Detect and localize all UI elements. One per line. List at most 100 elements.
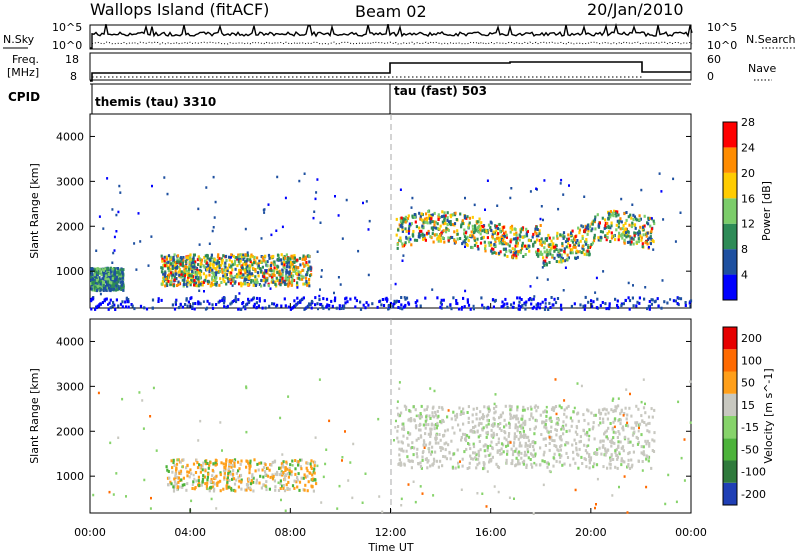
echo-cell xyxy=(429,235,432,239)
echo-cell xyxy=(666,301,669,305)
echo-cell xyxy=(303,307,306,311)
echo-cell xyxy=(615,214,618,218)
echo-cell xyxy=(109,278,112,281)
echo-cell xyxy=(256,271,260,275)
echo-cell xyxy=(524,307,527,311)
echo-cell xyxy=(427,216,430,220)
echo-cell xyxy=(303,264,306,268)
echo-cell xyxy=(594,453,597,456)
echo-cell xyxy=(689,380,692,383)
echo-cell xyxy=(257,304,260,308)
echo-cell xyxy=(396,246,399,250)
echo-cell xyxy=(264,306,267,310)
echo-cell xyxy=(444,221,447,225)
echo-cell xyxy=(271,460,274,464)
echo-cell xyxy=(587,422,590,426)
echo-cell xyxy=(553,439,556,443)
echo-cell xyxy=(183,274,186,277)
echo-cell xyxy=(492,416,495,420)
echo-cell xyxy=(295,480,298,484)
echo-cell xyxy=(472,231,476,234)
echo-cell xyxy=(108,275,111,279)
echo-cell xyxy=(102,284,105,287)
echo-cell xyxy=(615,228,618,232)
echo-cell xyxy=(477,247,480,251)
echo-cell xyxy=(570,304,573,308)
echo-cell xyxy=(283,266,286,270)
echo-cell xyxy=(418,226,421,230)
echo-cell xyxy=(278,467,281,470)
echo-cell xyxy=(424,443,428,447)
echo-cell xyxy=(288,272,291,276)
echo-cell xyxy=(240,487,243,491)
echo-cell xyxy=(254,278,257,282)
echo-cell xyxy=(573,406,576,410)
echo-cell xyxy=(477,435,480,439)
echo-cell xyxy=(431,411,434,415)
echo-cell xyxy=(466,215,469,219)
echo-cell xyxy=(505,444,508,448)
echo-cell xyxy=(444,448,447,452)
echo-cell xyxy=(623,460,626,464)
echo-cell xyxy=(198,257,201,261)
echo-cell xyxy=(523,408,526,412)
echo-cell xyxy=(464,245,466,248)
echo-cell xyxy=(247,478,251,482)
echo-cell xyxy=(410,206,413,209)
echo-cell xyxy=(264,260,267,264)
echo-cell xyxy=(207,264,210,267)
echo-cell xyxy=(215,462,218,466)
echo-cell xyxy=(173,278,176,282)
echo-cell xyxy=(562,231,566,235)
echo-cell xyxy=(186,265,189,269)
echo-cell xyxy=(621,445,625,449)
echo-cell xyxy=(588,246,591,249)
echo-cell xyxy=(397,306,400,309)
echo-cell xyxy=(515,254,518,258)
echo-cell xyxy=(529,443,532,447)
echo-cell xyxy=(201,464,204,468)
echo-cell xyxy=(102,276,105,280)
echo-cell xyxy=(215,507,218,510)
echo-cell xyxy=(484,443,487,447)
echo-cell xyxy=(208,489,211,493)
echo-cell xyxy=(617,397,620,400)
echo-cell xyxy=(250,280,253,284)
echo-cell xyxy=(464,231,467,235)
echo-cell xyxy=(204,259,207,263)
echo-cell xyxy=(432,494,435,497)
echo-cell xyxy=(401,244,404,248)
echo-cell xyxy=(315,482,318,486)
echo-cell xyxy=(507,434,510,438)
echo-cell xyxy=(107,281,110,285)
echo-cell xyxy=(620,302,623,306)
echo-cell xyxy=(287,282,290,286)
echo-cell xyxy=(626,465,629,469)
echo-cell xyxy=(275,276,278,280)
echo-cell xyxy=(424,423,427,427)
echo-cell xyxy=(259,259,262,263)
echo-cell xyxy=(434,450,437,454)
echo-cell xyxy=(519,228,522,232)
echo-cell xyxy=(462,422,465,426)
echo-cell xyxy=(296,460,299,464)
echo-cell xyxy=(543,409,547,413)
echo-cell xyxy=(535,234,538,238)
echo-cell xyxy=(174,263,177,267)
echo-cell xyxy=(115,472,118,475)
echo-cell xyxy=(490,434,494,438)
echo-cell xyxy=(169,267,172,271)
echo-cell xyxy=(294,303,297,307)
echo-cell xyxy=(233,458,237,462)
echo-cell xyxy=(428,450,431,454)
echo-cell xyxy=(249,461,252,465)
echo-cell xyxy=(308,265,311,269)
echo-cell xyxy=(230,488,233,492)
colorbar-tick-label: 20 xyxy=(741,167,755,180)
echo-cell xyxy=(490,229,493,232)
echo-cell xyxy=(320,501,323,504)
echo-cell xyxy=(487,419,490,422)
echo-cell xyxy=(116,277,119,281)
echo-cell xyxy=(281,225,284,229)
echo-cell xyxy=(533,240,536,244)
